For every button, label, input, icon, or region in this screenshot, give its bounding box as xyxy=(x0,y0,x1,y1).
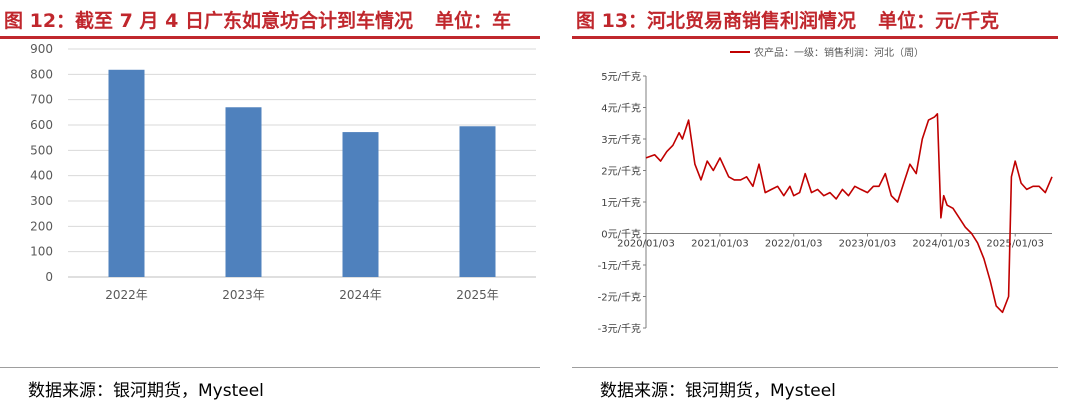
legend-label: 农产品：一级：销售利润：河北（周） xyxy=(754,46,924,59)
y-tick-label: 4元/千克 xyxy=(601,103,641,115)
left-source: 数据来源：银河期货，Mysteel xyxy=(28,381,264,401)
y-tick-label: 1元/千克 xyxy=(601,197,641,209)
right-source: 数据来源：银河期货，Mysteel xyxy=(600,381,836,401)
y-tick-label: -2元/千克 xyxy=(598,292,641,304)
bar xyxy=(108,69,145,277)
y-tick-label: 0元/千克 xyxy=(601,229,641,241)
series-line xyxy=(645,113,1053,314)
y-tick-label: 400 xyxy=(30,169,53,183)
y-tick-label: -1元/千克 xyxy=(598,260,641,272)
y-tick-label: -3元/千克 xyxy=(598,323,641,335)
y-tick-label: 100 xyxy=(30,245,53,259)
y-tick-label: 700 xyxy=(30,93,53,107)
y-tick-label: 2元/千克 xyxy=(601,166,641,178)
y-tick-label: 600 xyxy=(30,118,53,132)
bar-chart: 0 100 200 300 400 500 600 700 800 900 2022年 2023年 20… xyxy=(30,42,536,302)
y-tick-label: 0 xyxy=(45,270,53,284)
x-tick-label: 2024年 xyxy=(339,288,382,302)
left-title-text: 图 12：截至 7 月 4 日广东如意坊合计到车情况 xyxy=(4,10,413,32)
bar xyxy=(225,107,262,278)
y-tick-label: 3元/千克 xyxy=(601,134,641,146)
y-tick-label: 900 xyxy=(30,42,53,56)
y-tick-label: 500 xyxy=(30,143,53,157)
x-tick-label: 2022/01/03 xyxy=(765,239,823,250)
right-title: 图 13：河北贸易商销售利润情况 单位：元/千克 xyxy=(576,6,999,33)
left-unit: 单位：车 xyxy=(434,10,511,32)
right-unit: 单位：元/千克 xyxy=(878,10,1000,32)
right-title-rule xyxy=(572,36,1058,39)
right-bottom-rule xyxy=(572,367,1058,368)
y-tick-label: 5元/千克 xyxy=(601,71,641,83)
bar xyxy=(459,126,496,278)
left-title-rule xyxy=(0,36,540,39)
y-tick-label: 200 xyxy=(30,219,53,233)
x-tick-label: 2022年 xyxy=(105,288,148,302)
x-tick-label: 2023/01/03 xyxy=(839,239,897,250)
bar xyxy=(342,132,379,277)
line-chart: 农产品：一级：销售利润：河北（周） -3元/千克 -2元/千克 -1元/千克 0元/千克… xyxy=(598,46,1053,335)
y-tick-label: 800 xyxy=(30,67,53,81)
x-tick-label: 2025年 xyxy=(456,288,499,302)
x-tick-label: 2020/01/03 xyxy=(617,239,675,250)
x-tick-label: 2025/01/03 xyxy=(986,239,1044,250)
x-tick-label: 2021/01/03 xyxy=(691,239,749,250)
right-panel: 图 13：河北贸易商销售利润情况 单位：元/千克 农产品：一级：销售利润：河北（周… xyxy=(572,0,1080,412)
left-title: 图 12：截至 7 月 4 日广东如意坊合计到车情况 单位：车 xyxy=(4,6,511,33)
y-tick-label: 300 xyxy=(30,194,53,208)
x-tick-label: 2023年 xyxy=(222,288,265,302)
x-tick-label: 2024/01/03 xyxy=(912,239,970,250)
left-bottom-rule xyxy=(0,367,540,368)
right-title-text: 图 13：河北贸易商销售利润情况 xyxy=(576,10,857,32)
left-panel: 图 12：截至 7 月 4 日广东如意坊合计到车情况 单位：车 0 100 200 30… xyxy=(0,6,540,401)
